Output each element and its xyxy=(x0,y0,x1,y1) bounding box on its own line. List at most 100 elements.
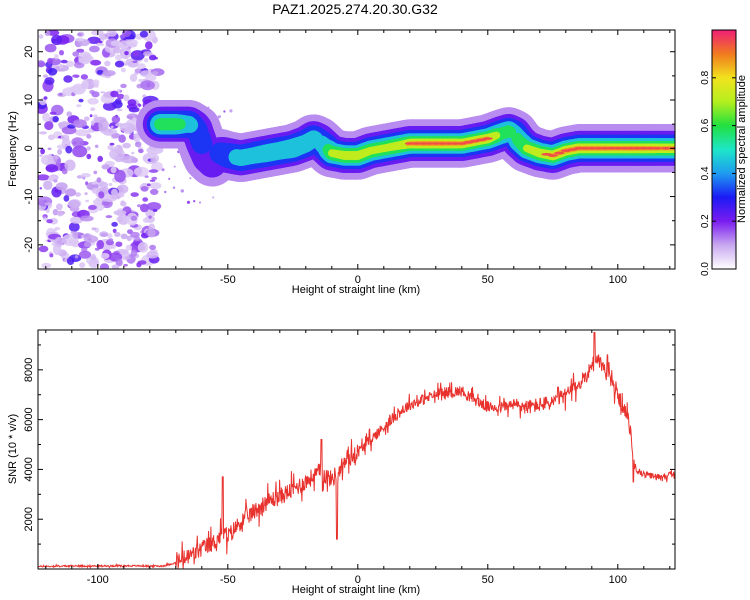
y-tick-label: 0 xyxy=(23,145,35,151)
snr-x-label: Height of straight line (km) xyxy=(292,584,420,596)
noise-blob xyxy=(39,154,43,157)
noise-blob xyxy=(120,83,127,89)
noise-blob xyxy=(54,189,59,193)
noise-blob xyxy=(137,204,142,208)
noise-blob xyxy=(38,60,45,68)
ridge-segment xyxy=(190,130,213,154)
noise-blob xyxy=(146,202,162,211)
noise-blob xyxy=(90,107,96,112)
colorbar-gradient xyxy=(711,29,737,270)
noise-blob xyxy=(147,228,156,238)
noise-blob xyxy=(91,187,100,194)
noise-blob xyxy=(56,210,64,217)
noise-blob xyxy=(99,231,109,238)
snr-background xyxy=(38,330,675,569)
noise-blob xyxy=(56,203,63,211)
y-tick-label: 20 xyxy=(23,46,35,58)
noise-blob xyxy=(38,34,44,39)
noise-blob xyxy=(98,119,109,131)
colorbar-ticks: 0.0 0.2 0.4 0.6 0.8 xyxy=(700,70,736,276)
colorbar-tick-label: 0.6 xyxy=(700,118,711,132)
noise-blob xyxy=(91,227,97,231)
noise-blob xyxy=(118,134,126,143)
noise-blob xyxy=(74,255,79,259)
noise-blob xyxy=(134,141,142,148)
x-tick-label: -100 xyxy=(87,574,109,586)
y-tick-label: -10 xyxy=(23,189,35,205)
noise-blob xyxy=(45,164,59,173)
noise-blob xyxy=(136,63,146,70)
noise-blob xyxy=(107,144,114,151)
noise-blob xyxy=(72,51,80,57)
noise-blob xyxy=(49,111,57,115)
noise-blob xyxy=(83,241,92,248)
noise-speck xyxy=(189,177,192,180)
colorbar-tick-label: 0.8 xyxy=(700,70,711,84)
ridge-core xyxy=(547,154,558,157)
noise-blob xyxy=(79,262,86,268)
spectrogram-frame xyxy=(37,29,676,270)
noise-blob xyxy=(122,142,131,149)
noise-blob xyxy=(123,263,128,267)
noise-blob xyxy=(79,215,94,222)
noise-blob xyxy=(108,238,114,242)
noise-blob xyxy=(150,157,157,163)
x-tick-label: 50 xyxy=(482,574,494,586)
noise-blob xyxy=(86,153,92,160)
noise-blob xyxy=(76,48,85,53)
noise-blob xyxy=(111,188,118,197)
noise-blob xyxy=(150,188,159,195)
noise-blob xyxy=(114,169,126,183)
noise-blob xyxy=(67,199,81,209)
noise-speck xyxy=(229,109,233,113)
colorbar-tick-label: 0.2 xyxy=(700,214,711,228)
y-tick-label: 2000 xyxy=(23,507,35,531)
colorbar-tick-label: 0.4 xyxy=(700,166,711,180)
noise-blob xyxy=(124,256,131,260)
noise-blob xyxy=(89,114,93,118)
noise-blob xyxy=(68,222,80,232)
noise-blob xyxy=(137,260,147,265)
noise-blob xyxy=(139,203,149,213)
noise-blob xyxy=(93,83,99,88)
noise-blob xyxy=(78,98,84,103)
noise-blob xyxy=(148,215,152,219)
noise-speck xyxy=(164,190,167,194)
noise-blob xyxy=(125,244,133,251)
noise-speck xyxy=(186,200,191,204)
spectrogram-x-label: Height of straight line (km) xyxy=(292,284,420,296)
noise-blob xyxy=(152,209,158,212)
noise-blob xyxy=(117,192,125,198)
noise-blob xyxy=(41,262,52,269)
noise-blob xyxy=(131,151,135,155)
noise-blob xyxy=(53,179,58,183)
noise-blob xyxy=(108,182,113,187)
noise-blob xyxy=(61,168,68,175)
noise-blob xyxy=(139,30,148,38)
x-tick-label: 100 xyxy=(609,274,627,286)
y-tick-label: 4000 xyxy=(23,457,35,481)
noise-blob xyxy=(104,60,111,67)
noise-blob xyxy=(47,147,52,151)
noise-blob xyxy=(46,219,53,224)
noise-blob xyxy=(42,217,49,221)
noise-blob xyxy=(99,33,110,40)
noise-blob xyxy=(87,98,99,105)
noise-blob xyxy=(140,80,155,91)
noise-blob xyxy=(68,85,85,93)
noise-blob xyxy=(143,51,153,57)
noise-blob xyxy=(123,94,130,102)
noise-speck xyxy=(223,110,226,113)
noise-blob xyxy=(38,245,49,253)
noise-blob xyxy=(71,137,84,147)
noise-blob xyxy=(91,91,100,98)
noise-blob xyxy=(89,45,100,53)
noise-blob xyxy=(143,58,149,63)
noise-blob xyxy=(152,71,159,76)
noise-speck xyxy=(180,189,184,193)
noise-blob xyxy=(75,37,85,42)
noise-blob xyxy=(65,60,75,68)
noise-blob xyxy=(63,195,70,202)
noise-blob xyxy=(124,51,129,56)
